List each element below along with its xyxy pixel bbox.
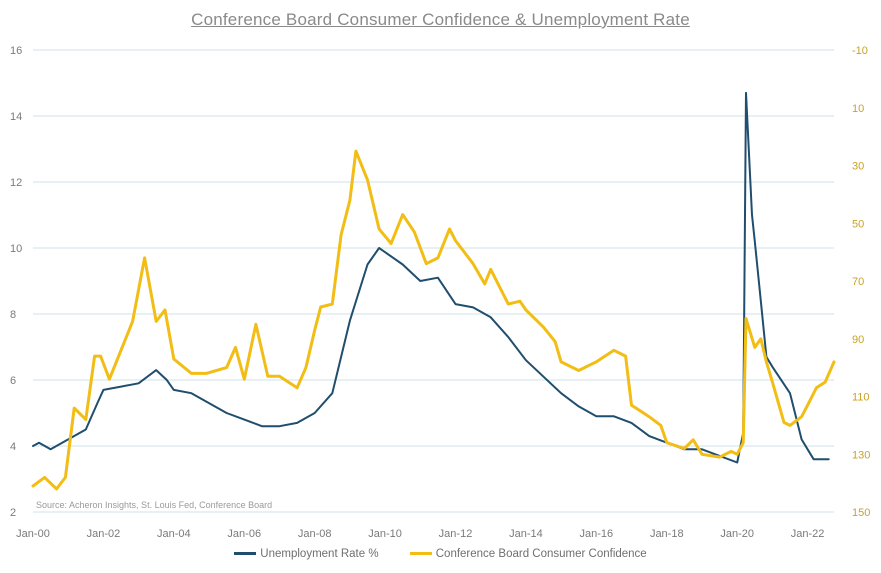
confidence-line — [31, 149, 836, 491]
x-tick-label: Jan-04 — [157, 528, 191, 540]
x-tick-label: Jan-02 — [87, 528, 121, 540]
x-tick-label: Jan-14 — [509, 528, 543, 540]
x-tick-label: Jan-00 — [16, 528, 50, 540]
x-tick-label: Jan-06 — [227, 528, 261, 540]
right-tick-label: 10 — [852, 103, 864, 115]
right-tick-label: 70 — [852, 276, 864, 288]
right-tick-label: 110 — [852, 392, 870, 404]
legend-confidence-swatch — [409, 552, 432, 556]
x-tick-label: Jan-08 — [298, 528, 332, 540]
legend-unemployment-swatch — [234, 552, 257, 556]
left-tick-label: 12 — [10, 177, 22, 189]
legend-confidence-label: Conference Board Consumer Confidence — [435, 548, 647, 560]
legend-unemployment: Unemployment Rate % — [234, 548, 379, 560]
legend-unemployment-label: Unemployment Rate % — [260, 548, 379, 560]
right-tick-label: 150 — [852, 507, 870, 519]
legend-confidence: Conference Board Consumer Confidence — [409, 548, 647, 560]
series-layer — [31, 91, 836, 491]
x-tick-label: Jan-10 — [368, 528, 402, 540]
right-tick-label: 50 — [852, 218, 864, 230]
left-tick-label: 10 — [10, 243, 22, 255]
left-tick-label: 16 — [10, 45, 22, 57]
x-tick-label: Jan-12 — [439, 528, 473, 540]
left-tick-label: 14 — [10, 111, 22, 123]
right-tick-label: 30 — [852, 161, 864, 173]
right-tick-label: 90 — [852, 334, 864, 346]
gridlines — [33, 49, 834, 513]
left-axis-ticks: 2 4 6 8 10 12 14 16 — [10, 45, 22, 519]
source-note: Source: Acheron Insights, St. Louis Fed,… — [36, 500, 272, 510]
x-tick-label: Jan-22 — [791, 528, 825, 540]
right-tick-label: -10 — [852, 45, 868, 57]
x-tick-label: Jan-16 — [580, 528, 614, 540]
unemployment-line — [32, 91, 830, 464]
left-tick-label: 2 — [10, 507, 16, 519]
right-tick-label: 130 — [852, 449, 870, 461]
left-tick-label: 6 — [10, 375, 16, 387]
chart-title: Conference Board Consumer Confidence & U… — [191, 10, 690, 29]
left-tick-label: 8 — [10, 309, 16, 321]
right-axis-ticks: -10 10 30 50 70 90 110 130 150 — [852, 45, 870, 519]
x-axis-ticks: Jan-00 Jan-02 Jan-04 Jan-06 Jan-08 Jan-10 Jan-… — [16, 528, 824, 540]
x-tick-label: Jan-20 — [720, 528, 754, 540]
left-tick-label: 4 — [10, 441, 16, 453]
x-tick-label: Jan-18 — [650, 528, 684, 540]
legend: Unemployment Rate % Conference Board Con… — [0, 548, 881, 560]
